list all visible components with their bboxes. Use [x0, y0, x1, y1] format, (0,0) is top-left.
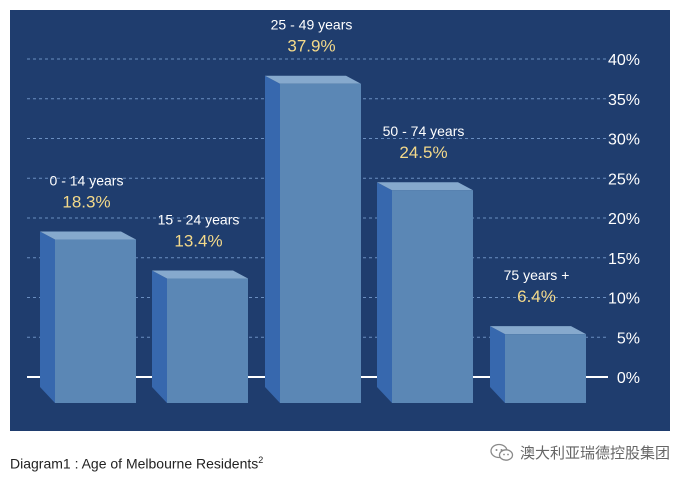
category-label: 0 - 14 years — [50, 173, 124, 189]
watermark-text: 澳大利亚瑞德控股集团 — [519, 445, 670, 462]
y-tick-label: 10% — [608, 291, 640, 308]
bar — [167, 278, 248, 403]
category-label: 25 - 49 years — [271, 17, 353, 33]
value-label: 37.9% — [287, 37, 335, 56]
caption-text: Diagram1 : Age of Melbourne Residents — [10, 455, 259, 472]
value-label: 6.4% — [517, 287, 556, 306]
category-label: 15 - 24 years — [158, 211, 240, 227]
bar-top — [490, 326, 586, 335]
y-tick-label: 0% — [617, 370, 640, 387]
bar-top — [265, 75, 361, 84]
value-label: 13.4% — [174, 231, 222, 250]
bar-side — [40, 231, 55, 403]
bar-top — [152, 270, 248, 279]
y-tick-label: 30% — [608, 132, 640, 149]
y-tick-label: 20% — [608, 211, 640, 228]
y-tick-label: 35% — [608, 92, 640, 109]
category-label: 75 years + — [504, 267, 570, 283]
figure-caption: Diagram1 : Age of Melbourne Residents2 — [10, 455, 263, 472]
bar-side — [265, 75, 280, 403]
bar-chart: 0% 5% 10% 15% 20% 25% 30% 35% 40% 0 - 14 years 18.… — [27, 17, 640, 403]
value-label: 24.5% — [399, 143, 447, 162]
wechat-icon — [490, 443, 514, 461]
bar — [55, 239, 136, 403]
bar — [392, 190, 473, 403]
y-tick-label: 5% — [617, 330, 640, 347]
bar — [280, 83, 361, 403]
bar-top — [377, 182, 473, 191]
bar-side — [152, 270, 167, 403]
bar — [505, 334, 586, 403]
value-label: 18.3% — [62, 193, 110, 212]
bar-side — [490, 326, 505, 403]
y-tick-label: 40% — [608, 52, 640, 69]
caption-superscript: 2 — [258, 455, 264, 465]
category-label: 50 - 74 years — [383, 123, 465, 139]
watermark: 澳大利亚瑞德控股集团 — [490, 442, 670, 463]
y-tick-label: 25% — [608, 171, 640, 188]
y-tick-label: 15% — [608, 251, 640, 268]
bar-side — [377, 182, 392, 403]
chart-panel: 0% 5% 10% 15% 20% 25% 30% 35% 40% 0 - 14 years 18.… — [10, 10, 670, 431]
bar-top — [40, 231, 136, 240]
